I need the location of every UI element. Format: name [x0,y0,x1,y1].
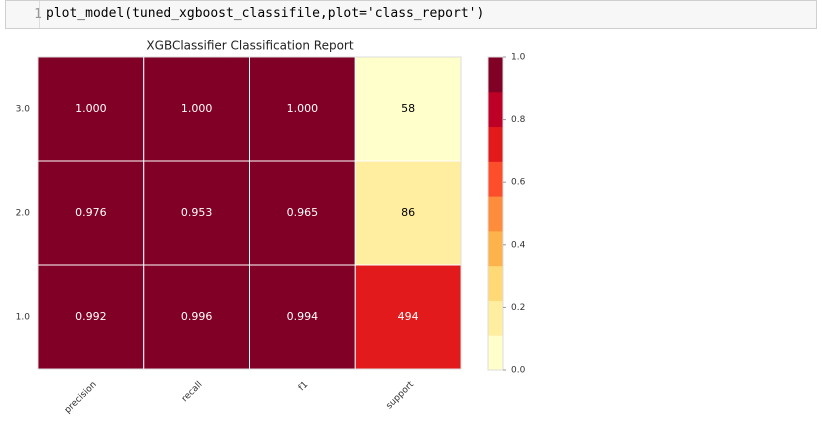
colorbar-segment [488,91,503,128]
colorbar-segment [488,335,503,371]
y-tick-label: 2.0 [16,209,31,219]
cell-label: 86 [401,206,415,219]
colorbar-segment [488,230,503,267]
colorbar-tick-label: 0.2 [511,303,525,313]
colorbar-tick-label: 0.0 [511,366,526,376]
colorbar-tick-label: 0.6 [511,178,526,188]
cell-label: 0.992 [75,310,107,323]
heatmap-cell [354,160,462,266]
colorbar-segment [488,300,503,336]
heatmap-cell [143,264,250,370]
cell-label: 1.000 [75,102,107,115]
x-tick-label: recall [180,380,204,404]
colorbar-segment [488,161,503,197]
heatmap-cell [143,56,250,162]
cell-label: 494 [398,310,419,323]
x-tick-label: precision [63,380,99,416]
cell-label: 0.953 [181,206,213,219]
line-number: 1 [34,7,42,22]
cell-label: 0.965 [287,206,319,219]
x-tick-label: support [385,379,417,411]
cell-label: 0.976 [75,206,107,219]
heatmap-cell [37,160,145,266]
cell-label: 1.000 [287,102,319,115]
colorbar-tick-label: 0.4 [511,240,526,250]
colorbar-segment [488,196,503,232]
code-cell[interactable]: 1 plot_model(tuned_xgboost_classifile,pl… [5,0,817,29]
heatmap-cell [37,56,145,162]
cell-label: 0.996 [181,310,213,323]
cell-label: 0.994 [287,310,319,323]
heatmap-cell [354,56,462,162]
cell-label: 58 [401,102,415,115]
heatmap-cell [143,160,250,266]
colorbar-segment [488,265,503,301]
colorbar-frame [487,56,504,371]
y-tick-label: 3.0 [16,105,31,115]
cell-label: 1.000 [181,102,213,115]
colorbar-segment [488,57,503,93]
y-tick-label: 1.0 [16,313,31,323]
colorbar-tick-label: 0.8 [511,115,526,125]
chart: XGBClassifier Classification Report 1.00… [16,39,526,416]
plot-frame [37,56,462,370]
heatmap-cell [354,264,462,370]
colorbar-segment [488,126,503,162]
x-tick-label: f1 [297,380,310,393]
chart-title: XGBClassifier Classification Report [146,39,353,53]
colorbar-tick-label: 1.0 [511,53,526,63]
code-text[interactable]: plot_model(tuned_xgboost_classifile,plot… [46,6,485,21]
